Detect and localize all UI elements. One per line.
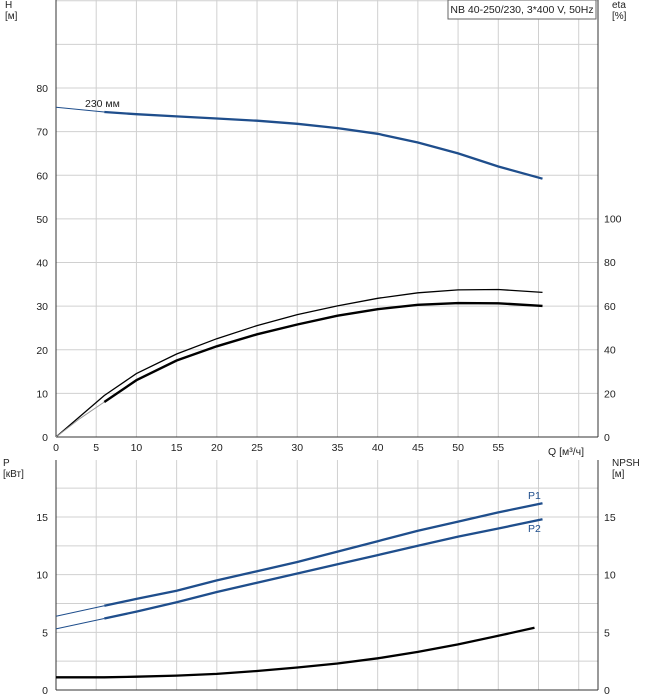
- y-tick-label-left: 0: [42, 685, 48, 697]
- x-tick-label: 35: [332, 442, 344, 454]
- grid-layer: [55, 0, 598, 691]
- y-tick-label-left: 50: [36, 214, 48, 226]
- title-box: NB 40-250/230, 3*400 V, 50Hz: [447, 0, 597, 20]
- series-layer: [55, 106, 543, 679]
- x-tick-label: 15: [171, 442, 183, 454]
- x-tick-label: 0: [53, 442, 59, 454]
- npsh-curve: [56, 626, 535, 679]
- efficiency-curve-upper: [55, 288, 543, 438]
- axis-label-p: P [кВт]: [3, 458, 24, 480]
- head-curve-0: [104, 110, 543, 180]
- power-p1-curve-1: [104, 502, 543, 607]
- x-tick-label: 45: [412, 442, 424, 454]
- y-tick-label-left: 5: [42, 627, 48, 639]
- y-tick-label-left: 30: [36, 301, 48, 313]
- y-tick-label-left: 60: [36, 170, 48, 182]
- x-tick-label: 55: [492, 442, 504, 454]
- y-tick-label-right: 40: [604, 345, 616, 357]
- power-p2-curve-extrapolated-2: [55, 618, 105, 630]
- power-p2-curve-2: [104, 518, 543, 620]
- x-axis-label: Q [м³/ч]: [548, 446, 584, 458]
- y-tick-label-right: 60: [604, 301, 616, 313]
- y-tick-label-right: 100: [604, 214, 622, 226]
- efficiency-curve-lower: [103, 301, 543, 403]
- y-tick-label-left: 10: [36, 570, 48, 582]
- y-tick-label-right: 20: [604, 388, 616, 400]
- series-label-230mm: 230 мм: [85, 98, 120, 110]
- y-tick-label-left: 80: [36, 83, 48, 95]
- x-tick-label: 40: [372, 442, 384, 454]
- axis-label-npsh: NPSH [м]: [612, 458, 640, 480]
- y-tick-label-right: 10: [604, 570, 616, 582]
- y-tick-label-left: 10: [36, 388, 48, 400]
- x-tick-label: 50: [452, 442, 464, 454]
- y-tick-label-left: 20: [36, 345, 48, 357]
- x-tick-label: 30: [291, 442, 303, 454]
- x-tick-label: 5: [93, 442, 99, 454]
- x-tick-label: 25: [251, 442, 263, 454]
- y-tick-label-left: 70: [36, 127, 48, 139]
- y-tick-label-right: 15: [604, 512, 616, 524]
- y-tick-label-right: 0: [604, 432, 610, 444]
- y-tick-label-right: 80: [604, 257, 616, 269]
- head-curve-extrapolated-0: [55, 106, 105, 113]
- y-tick-label-left: 40: [36, 258, 48, 270]
- axis-label-h: H [м]: [5, 0, 18, 22]
- axes-layer: [55, 0, 599, 691]
- y-tick-label-right: 5: [604, 627, 610, 639]
- chart-title: NB 40-250/230, 3*400 V, 50Hz: [450, 4, 593, 16]
- efficiency-curve-extrapolated: [55, 401, 105, 438]
- y-tick-label-left: 15: [36, 512, 48, 524]
- y-tick-label-left: 0: [42, 432, 48, 444]
- axis-label-eta: eta [%]: [612, 0, 627, 22]
- series-label-p1: P1: [528, 490, 541, 502]
- power-p1-curve-extrapolated-1: [55, 605, 105, 617]
- series-label-p2: P2: [528, 523, 541, 535]
- title-frame: [447, 0, 597, 20]
- x-tick-label: 10: [131, 442, 143, 454]
- x-tick-label: 20: [211, 442, 223, 454]
- y-tick-label-right: 0: [604, 685, 610, 697]
- text-layer: H [м] eta [%] P [кВт] NPSH [м] Q [м³/ч] 0 5 10…: [3, 0, 640, 697]
